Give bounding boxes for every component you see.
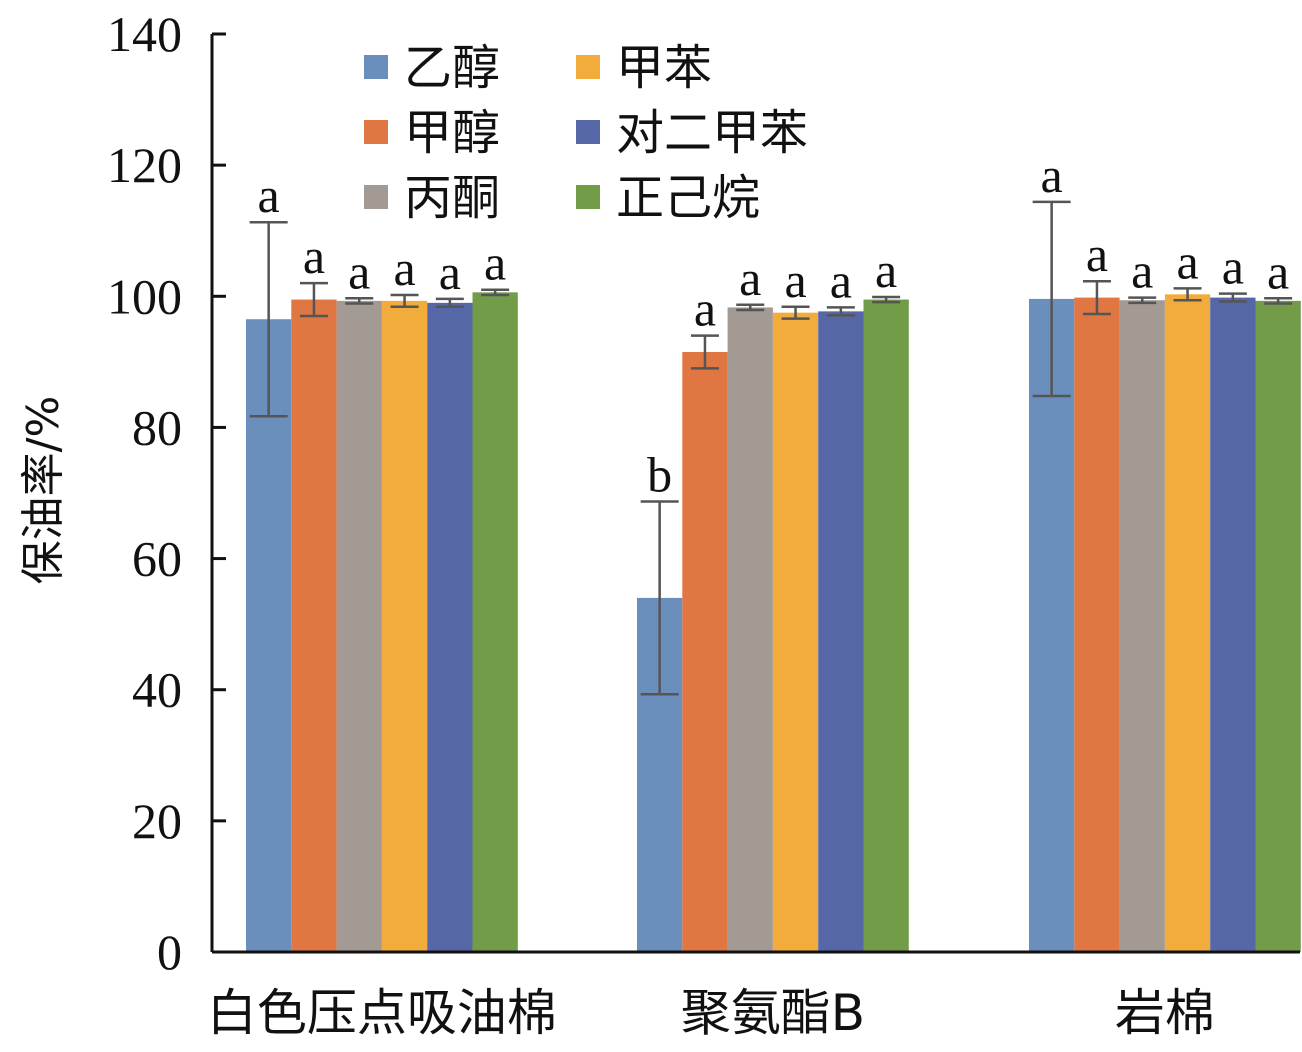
legend-swatch	[364, 55, 388, 79]
category-label: 岩棉	[1115, 984, 1215, 1042]
bar	[336, 300, 382, 952]
bar	[1164, 294, 1211, 952]
legend-swatch	[576, 120, 600, 144]
bar	[427, 302, 473, 952]
error-bars-group	[249, 200, 1293, 696]
y-tick-label: 40	[132, 662, 182, 718]
significance-label: a	[1176, 233, 1198, 289]
bar	[381, 300, 428, 952]
significance-label: a	[1267, 243, 1289, 299]
axes-group: 白色压点吸油棉 聚氨酯B 岩棉 0 20 40 60 80 100 120 140	[107, 6, 1300, 1042]
legend-swatch	[576, 185, 600, 209]
significance-label: a	[439, 244, 461, 300]
legend-swatch	[364, 120, 388, 144]
significance-label: b	[647, 447, 672, 503]
legend-label: 丙酮	[404, 170, 500, 226]
legend-swatch	[364, 185, 388, 209]
y-tick-label: 100	[107, 268, 182, 324]
legend-label: 甲苯	[616, 40, 712, 96]
y-tick-label: 140	[107, 6, 182, 62]
bar	[818, 311, 864, 952]
bar	[1029, 298, 1075, 952]
category-label: 白色压点吸油棉	[207, 984, 557, 1042]
bar	[1074, 297, 1120, 952]
significance-label: a	[830, 252, 852, 308]
significance-label: a	[258, 167, 280, 223]
significance-label: a	[694, 281, 716, 337]
significance-label: a	[393, 240, 415, 296]
y-axis-label: 保油率/%	[18, 396, 69, 585]
bars-group	[246, 292, 1301, 953]
legend-label: 乙醇	[404, 40, 500, 96]
bar	[772, 312, 819, 952]
legend-label: 对二甲苯	[616, 105, 808, 161]
bar	[863, 299, 909, 952]
significance-label: a	[739, 250, 761, 306]
significance-label: a	[784, 252, 806, 308]
significance-label: a	[1131, 243, 1153, 299]
y-tick-label: 120	[107, 137, 182, 193]
bar	[682, 352, 728, 952]
y-tick-label: 0	[157, 924, 182, 980]
bar	[1255, 300, 1301, 952]
y-tick-label: 20	[132, 793, 182, 849]
legend-label: 甲醇	[404, 105, 500, 161]
y-tick-label: 60	[132, 531, 182, 587]
significance-label: a	[484, 235, 506, 291]
y-tick-label: 80	[132, 399, 182, 455]
significance-label: a	[1086, 226, 1108, 282]
bar	[472, 292, 518, 952]
bar	[246, 319, 292, 952]
significance-label: a	[348, 243, 370, 299]
significance-label: a	[1041, 147, 1063, 203]
bar	[291, 299, 337, 952]
bar	[1210, 297, 1256, 952]
legend-label: 正己烷	[616, 170, 760, 226]
category-label: 聚氨酯B	[681, 984, 865, 1042]
significance-label: a	[875, 242, 897, 298]
bar	[1119, 300, 1165, 953]
significance-label: a	[303, 228, 325, 284]
significance-label: a	[1222, 239, 1244, 295]
legend-swatch	[576, 55, 600, 79]
bar	[727, 307, 773, 952]
